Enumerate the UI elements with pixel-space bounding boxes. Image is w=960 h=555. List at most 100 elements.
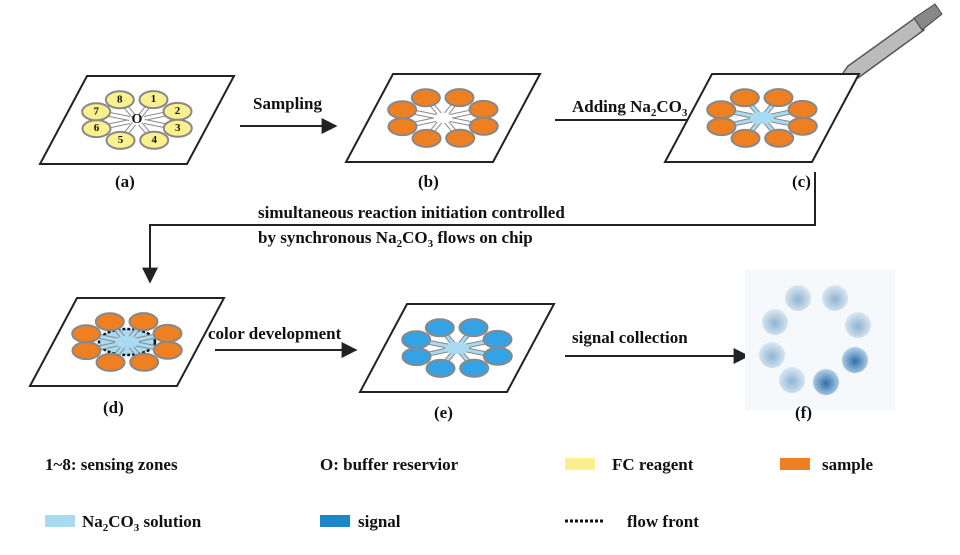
sensing-zone bbox=[71, 341, 102, 361]
signal-dot bbox=[759, 342, 785, 368]
signal-dot bbox=[779, 367, 805, 393]
sensing-zone bbox=[764, 128, 795, 148]
zone-number: 2 bbox=[175, 105, 181, 117]
sensing-zone bbox=[482, 346, 513, 366]
panel-label: (f) bbox=[795, 403, 812, 422]
chip bbox=[38, 75, 236, 165]
zone-number: 6 bbox=[94, 122, 100, 134]
text-part: Sampling bbox=[253, 94, 322, 113]
sensing-zone bbox=[706, 100, 737, 120]
buffer-label: O bbox=[132, 112, 143, 127]
sensing-zone bbox=[482, 329, 513, 349]
sensing-zone bbox=[128, 312, 159, 332]
signal-dot bbox=[762, 309, 788, 335]
signal-dot bbox=[842, 347, 868, 373]
sensing-zone bbox=[763, 88, 794, 108]
text-part: CO bbox=[108, 512, 134, 531]
legend-label: flow front bbox=[627, 512, 699, 531]
text-part: 2 bbox=[103, 522, 109, 534]
sensing-zone bbox=[444, 88, 475, 108]
legend-label: 1~8: sensing zones bbox=[45, 455, 178, 474]
sensing-zone bbox=[787, 99, 818, 119]
sensing-zone bbox=[387, 100, 418, 120]
text-part: flows on chip bbox=[433, 228, 533, 247]
sensing-zone bbox=[425, 358, 456, 378]
sensing-zone bbox=[129, 352, 160, 372]
connector-arrow bbox=[142, 172, 816, 284]
step-label: Sampling bbox=[253, 94, 322, 113]
sensing-zone bbox=[445, 128, 476, 148]
text-part: 3 bbox=[134, 522, 140, 534]
sensing-zone bbox=[729, 88, 760, 108]
sensing-zone bbox=[411, 128, 442, 148]
legend-label: O: buffer reservior bbox=[320, 455, 459, 474]
sensing-zone bbox=[401, 347, 432, 367]
panel-label: (c) bbox=[792, 172, 811, 191]
text-part: 2 bbox=[651, 107, 657, 119]
signal-dot bbox=[785, 285, 811, 311]
text-part: FC reagent bbox=[612, 455, 694, 474]
text-part: color development bbox=[208, 324, 342, 343]
text-part: Na bbox=[82, 512, 103, 531]
text-part: O: buffer reservior bbox=[320, 455, 459, 474]
sensing-zone bbox=[81, 102, 112, 122]
signal-dot bbox=[845, 312, 871, 338]
panel-label: (d) bbox=[103, 398, 124, 417]
zone-number: 1 bbox=[151, 93, 157, 105]
panel-label: (b) bbox=[418, 172, 439, 191]
text-part: Adding Na bbox=[572, 97, 651, 116]
panel-label: (a) bbox=[115, 172, 135, 191]
sensing-zone bbox=[468, 99, 499, 119]
sensing-zone bbox=[424, 318, 455, 338]
sensing-zone bbox=[458, 318, 489, 338]
sensing-zone bbox=[162, 118, 193, 138]
legend-swatch bbox=[565, 458, 595, 470]
legend-label: sample bbox=[822, 455, 873, 474]
text-part: signal collection bbox=[572, 328, 688, 347]
text-part: 1~8: sensing zones bbox=[45, 455, 178, 474]
zone-number: 8 bbox=[117, 93, 123, 105]
sensing-zone bbox=[706, 117, 737, 137]
sensing-zone bbox=[138, 90, 169, 110]
legend-swatch bbox=[780, 458, 810, 470]
hub bbox=[434, 113, 452, 123]
step-label: color development bbox=[208, 324, 342, 343]
text-part: simultaneous reaction initiation control… bbox=[258, 203, 565, 222]
hub bbox=[445, 342, 469, 354]
sensing-zone bbox=[95, 352, 126, 372]
sensing-zone bbox=[104, 90, 135, 110]
sensing-zone bbox=[410, 88, 441, 108]
text-part: 2 bbox=[397, 238, 403, 250]
text-part: CO bbox=[656, 97, 682, 116]
step-label: Adding Na2CO3 bbox=[572, 97, 688, 119]
sensing-zone bbox=[459, 358, 490, 378]
sensing-zone bbox=[71, 324, 102, 344]
panel-label: (e) bbox=[434, 403, 453, 422]
signal-dot bbox=[813, 369, 839, 395]
legend-label: FC reagent bbox=[612, 455, 694, 474]
sensing-zone bbox=[152, 340, 183, 360]
sensing-zone bbox=[94, 312, 125, 332]
legend-swatch bbox=[45, 515, 75, 527]
sensing-zone bbox=[468, 116, 499, 136]
hub bbox=[750, 112, 774, 124]
sensing-zone bbox=[787, 116, 818, 136]
sensing-zone bbox=[152, 323, 183, 343]
sensing-zone bbox=[730, 128, 761, 148]
text-part: 3 bbox=[428, 238, 434, 250]
text-part: signal bbox=[358, 512, 401, 531]
text-part: solution bbox=[139, 512, 201, 531]
sensing-zone bbox=[401, 330, 432, 350]
text-part: by synchronous Na bbox=[258, 228, 397, 247]
text-part: 3 bbox=[682, 107, 688, 119]
zone-number: 7 bbox=[93, 105, 99, 117]
text-part: sample bbox=[822, 455, 873, 474]
legend-swatch bbox=[320, 515, 350, 527]
step-label: signal collection bbox=[572, 328, 688, 347]
zone-number: 4 bbox=[151, 134, 157, 146]
sensing-zone bbox=[105, 130, 136, 150]
zone-number: 5 bbox=[118, 134, 124, 146]
zone-number: 3 bbox=[175, 122, 181, 134]
step-label: simultaneous reaction initiation control… bbox=[258, 203, 565, 222]
